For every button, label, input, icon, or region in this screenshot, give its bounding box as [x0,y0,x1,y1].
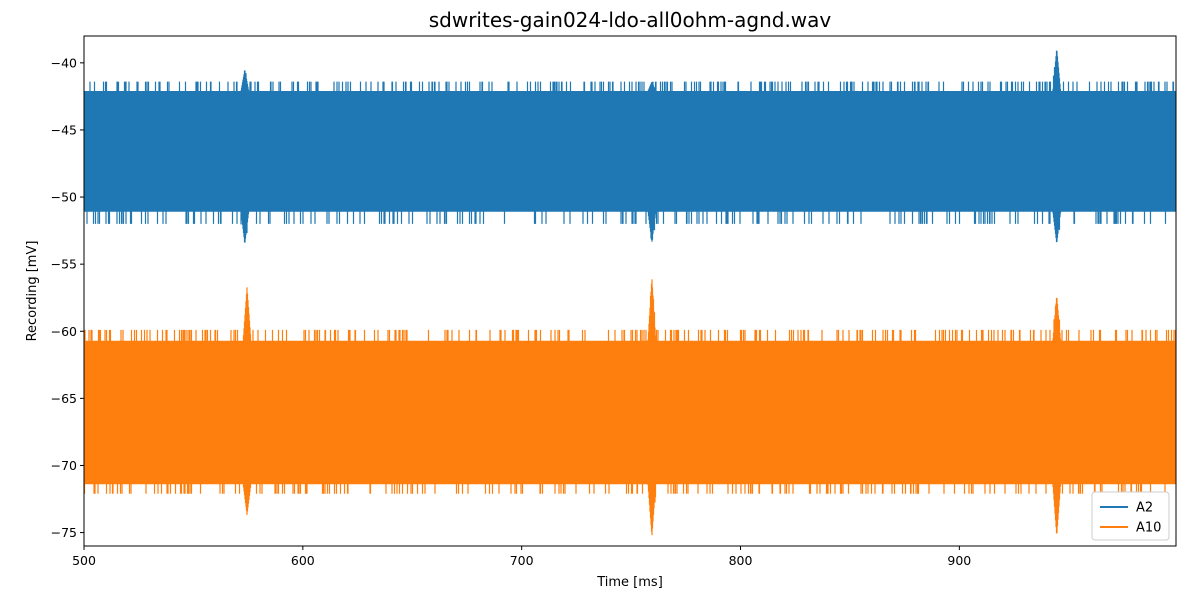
y-tick-label: −65 [51,391,77,406]
y-tick-label: −50 [51,190,77,205]
x-tick-label: 700 [510,553,534,568]
chart-title: sdwrites-gain024-ldo-all0ohm-agnd.wav [429,8,832,32]
y-axis-label: Recording [mV] [25,241,40,342]
y-axis: −40 −45 −50 −55 −60 −65 −70 −75 [51,55,84,540]
plot-frame [83,35,1177,547]
x-axis-label: Time [ms] [596,575,663,590]
y-tick-label: −70 [51,458,77,473]
y-tick-label: −75 [51,525,77,540]
y-tick-label: −55 [51,257,77,272]
y-tick-label: −45 [51,122,77,137]
series-line-a10 [84,279,1176,536]
legend-label: A2 [1136,501,1153,516]
series-line-a2 [84,50,1176,243]
x-tick-label: 500 [72,553,96,568]
series-layer [84,50,1176,536]
x-tick-label: 800 [729,553,753,568]
legend-label: A10 [1136,521,1161,536]
x-tick-label: 600 [291,553,315,568]
x-tick-label: 900 [947,553,971,568]
y-tick-label: −40 [51,55,77,70]
x-axis: 500 600 700 800 900 [72,546,971,568]
y-tick-label: −60 [51,324,77,339]
